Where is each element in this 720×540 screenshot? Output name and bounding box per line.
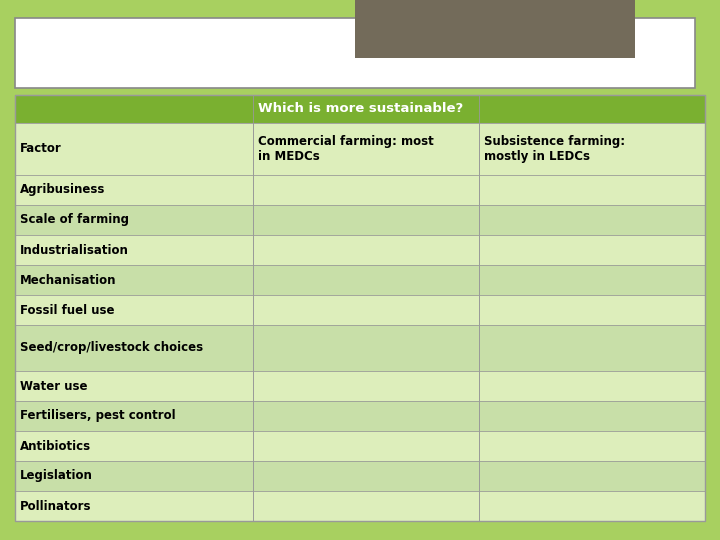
- Bar: [480, 205, 705, 235]
- Bar: [15, 295, 253, 325]
- Text: Factor: Factor: [20, 143, 62, 156]
- Bar: [15, 95, 705, 521]
- Text: Water use: Water use: [20, 380, 88, 393]
- Bar: [15, 461, 253, 491]
- Bar: [253, 431, 480, 461]
- Bar: [15, 431, 253, 461]
- Text: Subsistence farming:
mostly in LEDCs: Subsistence farming: mostly in LEDCs: [485, 135, 626, 163]
- Bar: [15, 205, 253, 235]
- Text: Antibiotics: Antibiotics: [20, 440, 91, 453]
- Text: Scale of farming: Scale of farming: [20, 213, 129, 226]
- Bar: [480, 431, 705, 461]
- Bar: [253, 461, 480, 491]
- Bar: [253, 325, 480, 371]
- Bar: [15, 325, 253, 371]
- Bar: [253, 123, 480, 175]
- Bar: [253, 401, 480, 431]
- Bar: [253, 235, 480, 265]
- Bar: [480, 265, 705, 295]
- Text: Which is more sustainable?: Which is more sustainable?: [258, 103, 463, 116]
- Bar: [253, 265, 480, 295]
- Bar: [15, 491, 253, 521]
- Text: Agribusiness: Agribusiness: [20, 184, 105, 197]
- Bar: [480, 175, 705, 205]
- Bar: [355, 0, 635, 58]
- Bar: [480, 491, 705, 521]
- Text: Fertilisers, pest control: Fertilisers, pest control: [20, 409, 176, 422]
- Text: Fossil fuel use: Fossil fuel use: [20, 303, 114, 316]
- Bar: [15, 123, 253, 175]
- Bar: [480, 123, 705, 175]
- Bar: [480, 371, 705, 401]
- Bar: [480, 295, 705, 325]
- Bar: [253, 491, 480, 521]
- Text: Pollinators: Pollinators: [20, 500, 91, 512]
- Bar: [15, 235, 253, 265]
- Bar: [480, 461, 705, 491]
- Text: Mechanisation: Mechanisation: [20, 273, 117, 287]
- Bar: [253, 371, 480, 401]
- Bar: [480, 401, 705, 431]
- Bar: [480, 235, 705, 265]
- Bar: [253, 295, 480, 325]
- Text: Seed/crop/livestock choices: Seed/crop/livestock choices: [20, 341, 203, 354]
- Bar: [15, 18, 695, 88]
- Text: Commercial farming: most
in MEDCs: Commercial farming: most in MEDCs: [258, 135, 433, 163]
- Text: Industrialisation: Industrialisation: [20, 244, 129, 256]
- Bar: [480, 325, 705, 371]
- Bar: [15, 175, 253, 205]
- Bar: [15, 265, 253, 295]
- Bar: [15, 95, 705, 123]
- Text: Legislation: Legislation: [20, 469, 93, 483]
- Bar: [15, 371, 253, 401]
- Bar: [15, 401, 253, 431]
- Bar: [253, 175, 480, 205]
- Bar: [253, 205, 480, 235]
